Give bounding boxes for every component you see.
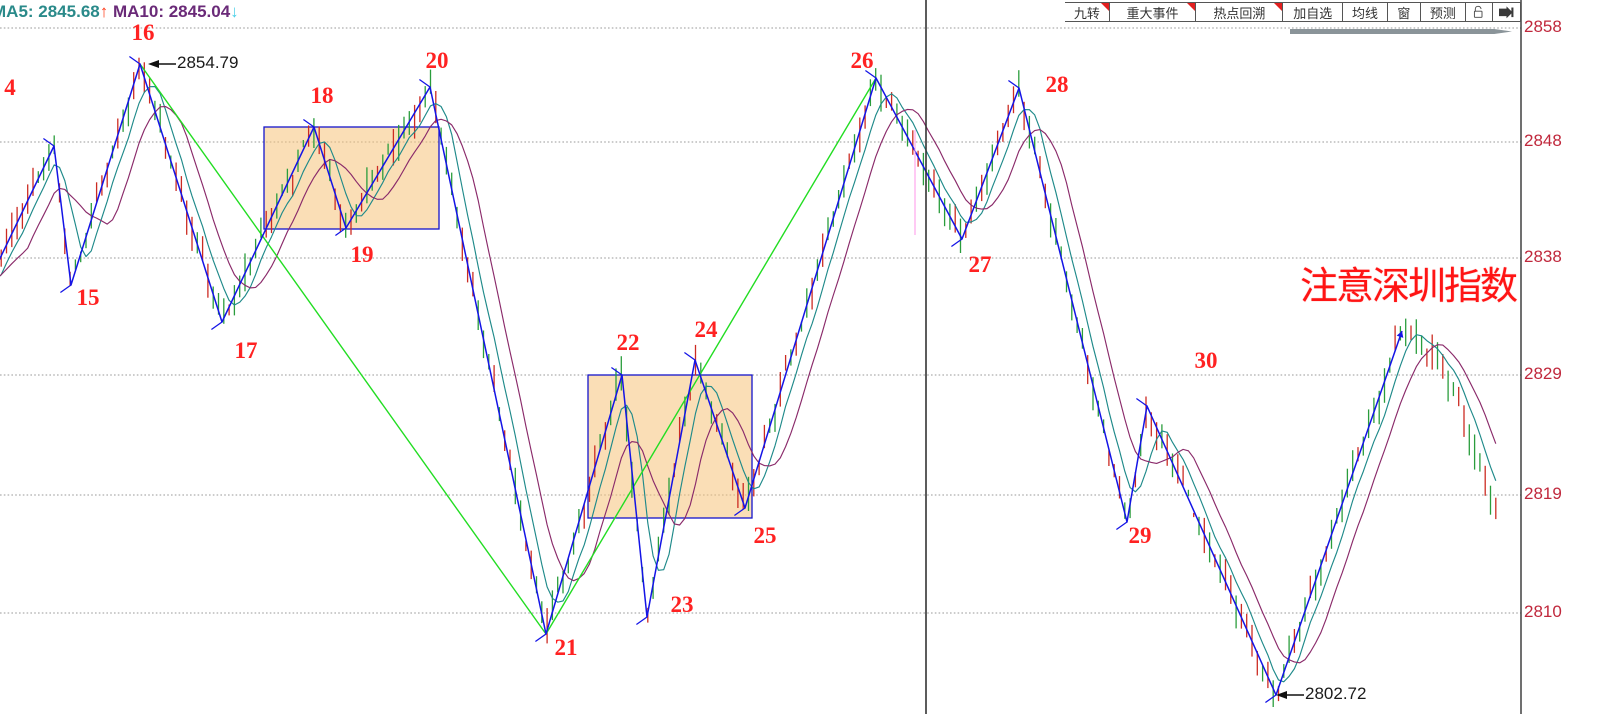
svg-text:17: 17 — [235, 338, 258, 363]
svg-text:27: 27 — [969, 252, 992, 277]
svg-text:23: 23 — [671, 592, 694, 617]
svg-text:16: 16 — [132, 20, 155, 45]
svg-text:22: 22 — [617, 330, 640, 355]
svg-text:15: 15 — [77, 285, 100, 310]
svg-text:28: 28 — [1046, 72, 1069, 97]
svg-text:24: 24 — [695, 317, 719, 342]
svg-text:25: 25 — [754, 523, 777, 548]
svg-text:4: 4 — [4, 75, 16, 100]
svg-text:26: 26 — [851, 48, 874, 73]
svg-text:20: 20 — [426, 48, 449, 73]
svg-text:19: 19 — [351, 242, 374, 267]
svg-text:18: 18 — [311, 83, 334, 108]
svg-text:30: 30 — [1195, 348, 1218, 373]
svg-text:21: 21 — [555, 635, 578, 660]
svg-text:29: 29 — [1129, 523, 1152, 548]
